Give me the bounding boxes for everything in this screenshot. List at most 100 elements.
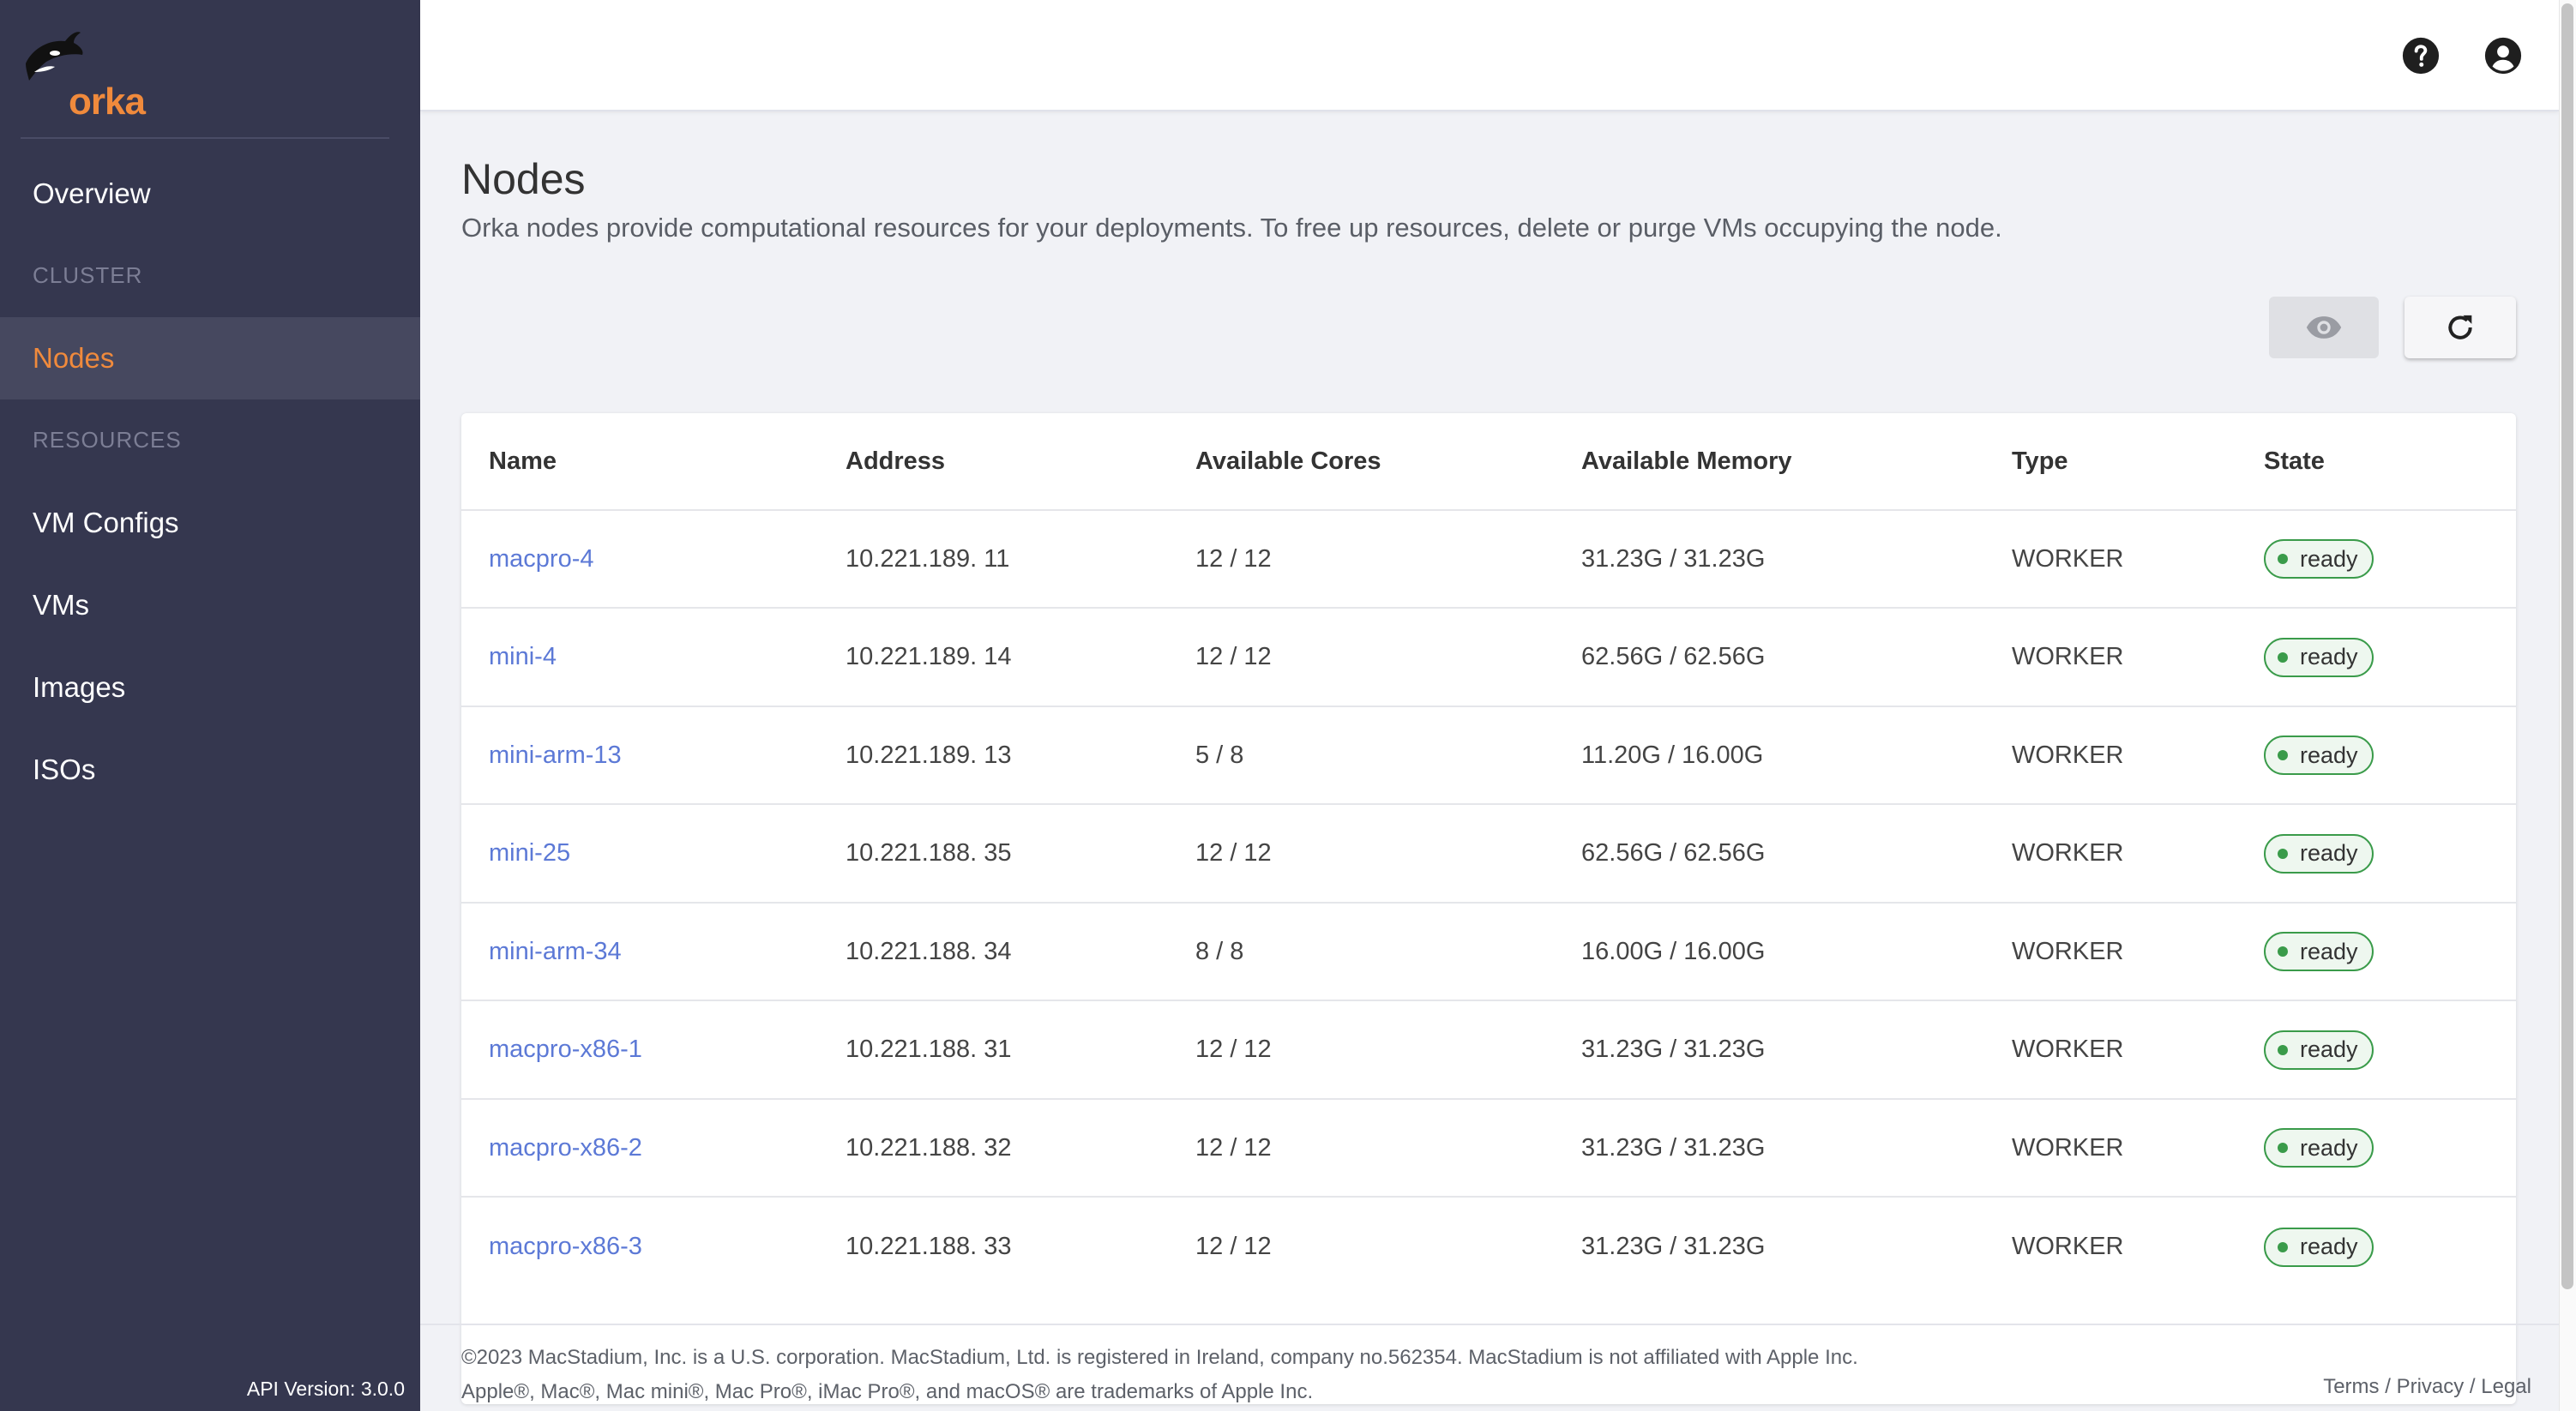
node-type: WORKER [2012,544,2124,573]
node-name-link[interactable]: macpro-x86-3 [489,1233,642,1260]
table-row: mini-25 10.221.188. 35 12 / 12 62.56G / 62.… [461,806,2516,904]
main-content: Nodes Orka nodes provide computational r… [420,111,2559,1411]
status-dot-icon [2278,1241,2288,1252]
status-dot-icon [2278,946,2288,957]
page-title: Nodes [461,155,586,203]
node-type: WORKER [2012,1233,2124,1260]
status-dot-icon [2278,554,2288,564]
link-separator: / [2469,1375,2476,1398]
node-name-cell: mini-arm-13 [489,707,622,803]
header-name[interactable]: Name [489,447,557,475]
orka-logo[interactable]: orka [21,29,146,123]
node-name-link[interactable]: macpro-x86-1 [489,1036,642,1063]
node-address: 10.221.189. 14 [846,643,1012,670]
status-badge: ready [2264,1030,2374,1070]
table-row: macpro-x86-2 10.221.188. 32 12 / 12 31.23G … [461,1100,2516,1198]
scrollbar[interactable] [2559,0,2576,1411]
header-cores[interactable]: Available Cores [1195,447,1381,475]
link-separator: / [2385,1375,2391,1398]
terms-link[interactable]: Terms [2323,1375,2380,1398]
sidebar-section-resources: RESOURCES [33,427,182,453]
status-badge: ready [2264,736,2374,775]
node-name-cell: mini-4 [489,609,557,706]
node-name-link[interactable]: mini-arm-13 [489,741,622,769]
refresh-button[interactable] [2404,297,2516,358]
sidebar-section-cluster: CLUSTER [33,262,143,288]
header-state[interactable]: State [2264,447,2325,475]
node-state-cell: ready [2264,1002,2374,1098]
refresh-icon [2448,315,2472,339]
legal-link[interactable]: Legal [2481,1375,2531,1398]
node-memory: 31.23G / 31.23G [1581,544,1766,573]
node-state-cell: ready [2264,609,2374,706]
node-name-cell: macpro-4 [489,511,594,607]
node-address: 10.221.188. 33 [846,1233,1012,1260]
nodes-table: Name Address Available Cores Available M… [461,413,2516,1404]
node-type: WORKER [2012,1036,2124,1063]
node-name-link[interactable]: mini-25 [489,839,571,867]
sidebar-item-images[interactable]: Images [0,646,420,729]
node-state-cell: ready [2264,511,2374,607]
node-cores: 12 / 12 [1195,1133,1272,1162]
logo-text: orka [69,81,146,123]
status-label: ready [2300,1134,2358,1161]
scrollbar-thumb[interactable] [2561,3,2573,1289]
toggle-visibility-button[interactable] [2269,297,2379,358]
status-label: ready [2300,840,2358,866]
status-label: ready [2300,644,2358,669]
account-circle-icon[interactable] [2483,36,2523,75]
node-name-link[interactable]: macpro-4 [489,544,594,573]
privacy-link[interactable]: Privacy [2396,1375,2465,1398]
node-type: WORKER [2012,1133,2124,1162]
node-memory: 62.56G / 62.56G [1581,643,1766,670]
top-bar [420,0,2559,111]
sidebar-item-vm-configs[interactable]: VM Configs [0,482,420,564]
header-type[interactable]: Type [2012,447,2068,475]
header-address[interactable]: Address [846,447,946,475]
node-address: 10.221.188. 35 [846,839,1012,867]
node-memory: 31.23G / 31.23G [1581,1233,1766,1260]
node-name-cell: mini-arm-34 [489,904,622,1000]
status-dot-icon [2278,651,2288,663]
node-cores: 12 / 12 [1195,1036,1272,1063]
node-type: WORKER [2012,741,2124,769]
table-row: mini-arm-34 10.221.188. 34 8 / 8 16.00G / 1… [461,904,2516,1001]
sidebar-item-label: VMs [33,589,89,621]
node-name-link[interactable]: mini-arm-34 [489,937,622,965]
help-circle-icon[interactable] [2401,36,2441,75]
sidebar-item-nodes[interactable]: Nodes [0,317,420,399]
status-label: ready [2300,742,2358,768]
node-memory: 62.56G / 62.56G [1581,839,1766,867]
header-memory[interactable]: Available Memory [1581,447,1792,475]
node-name-cell: macpro-x86-3 [489,1198,642,1296]
sidebar: orka Overview CLUSTER Nodes RESOURCES VM… [0,0,420,1411]
node-address: 10.221.188. 31 [846,1036,1012,1063]
status-badge: ready [2264,1227,2374,1267]
eye-icon [2306,316,2342,339]
footer-trademarks: Apple®, Mac®, Mac mini®, Mac Pro®, iMac … [461,1380,1314,1403]
node-address: 10.221.189. 13 [846,741,1012,769]
footer: ©2023 MacStadium, Inc. is a U.S. corpora… [420,1324,2559,1411]
node-address: 10.221.189. 11 [846,544,1010,573]
node-state-cell: ready [2264,806,2374,902]
status-dot-icon [2278,750,2288,760]
node-state-cell: ready [2264,707,2374,803]
sidebar-item-label: Nodes [33,342,115,374]
node-cores: 5 / 8 [1195,741,1244,769]
sidebar-item-vms[interactable]: VMs [0,564,420,646]
table-row: macpro-x86-1 10.221.188. 31 12 / 12 31.23G … [461,1002,2516,1100]
status-dot-icon [2278,848,2288,859]
node-cores: 12 / 12 [1195,839,1272,867]
node-cores: 8 / 8 [1195,937,1244,965]
sidebar-divider [21,137,389,139]
node-name-link[interactable]: macpro-x86-2 [489,1133,642,1162]
table-row: mini-arm-13 10.221.189. 13 5 / 8 11.20G / 1… [461,707,2516,805]
status-badge: ready [2264,932,2374,971]
node-name-link[interactable]: mini-4 [489,643,557,670]
sidebar-item-isos[interactable]: ISOs [0,729,420,811]
sidebar-item-overview[interactable]: Overview [0,153,420,235]
sidebar-item-label: Images [33,671,126,703]
node-state-cell: ready [2264,904,2374,1000]
orca-icon [26,32,83,81]
